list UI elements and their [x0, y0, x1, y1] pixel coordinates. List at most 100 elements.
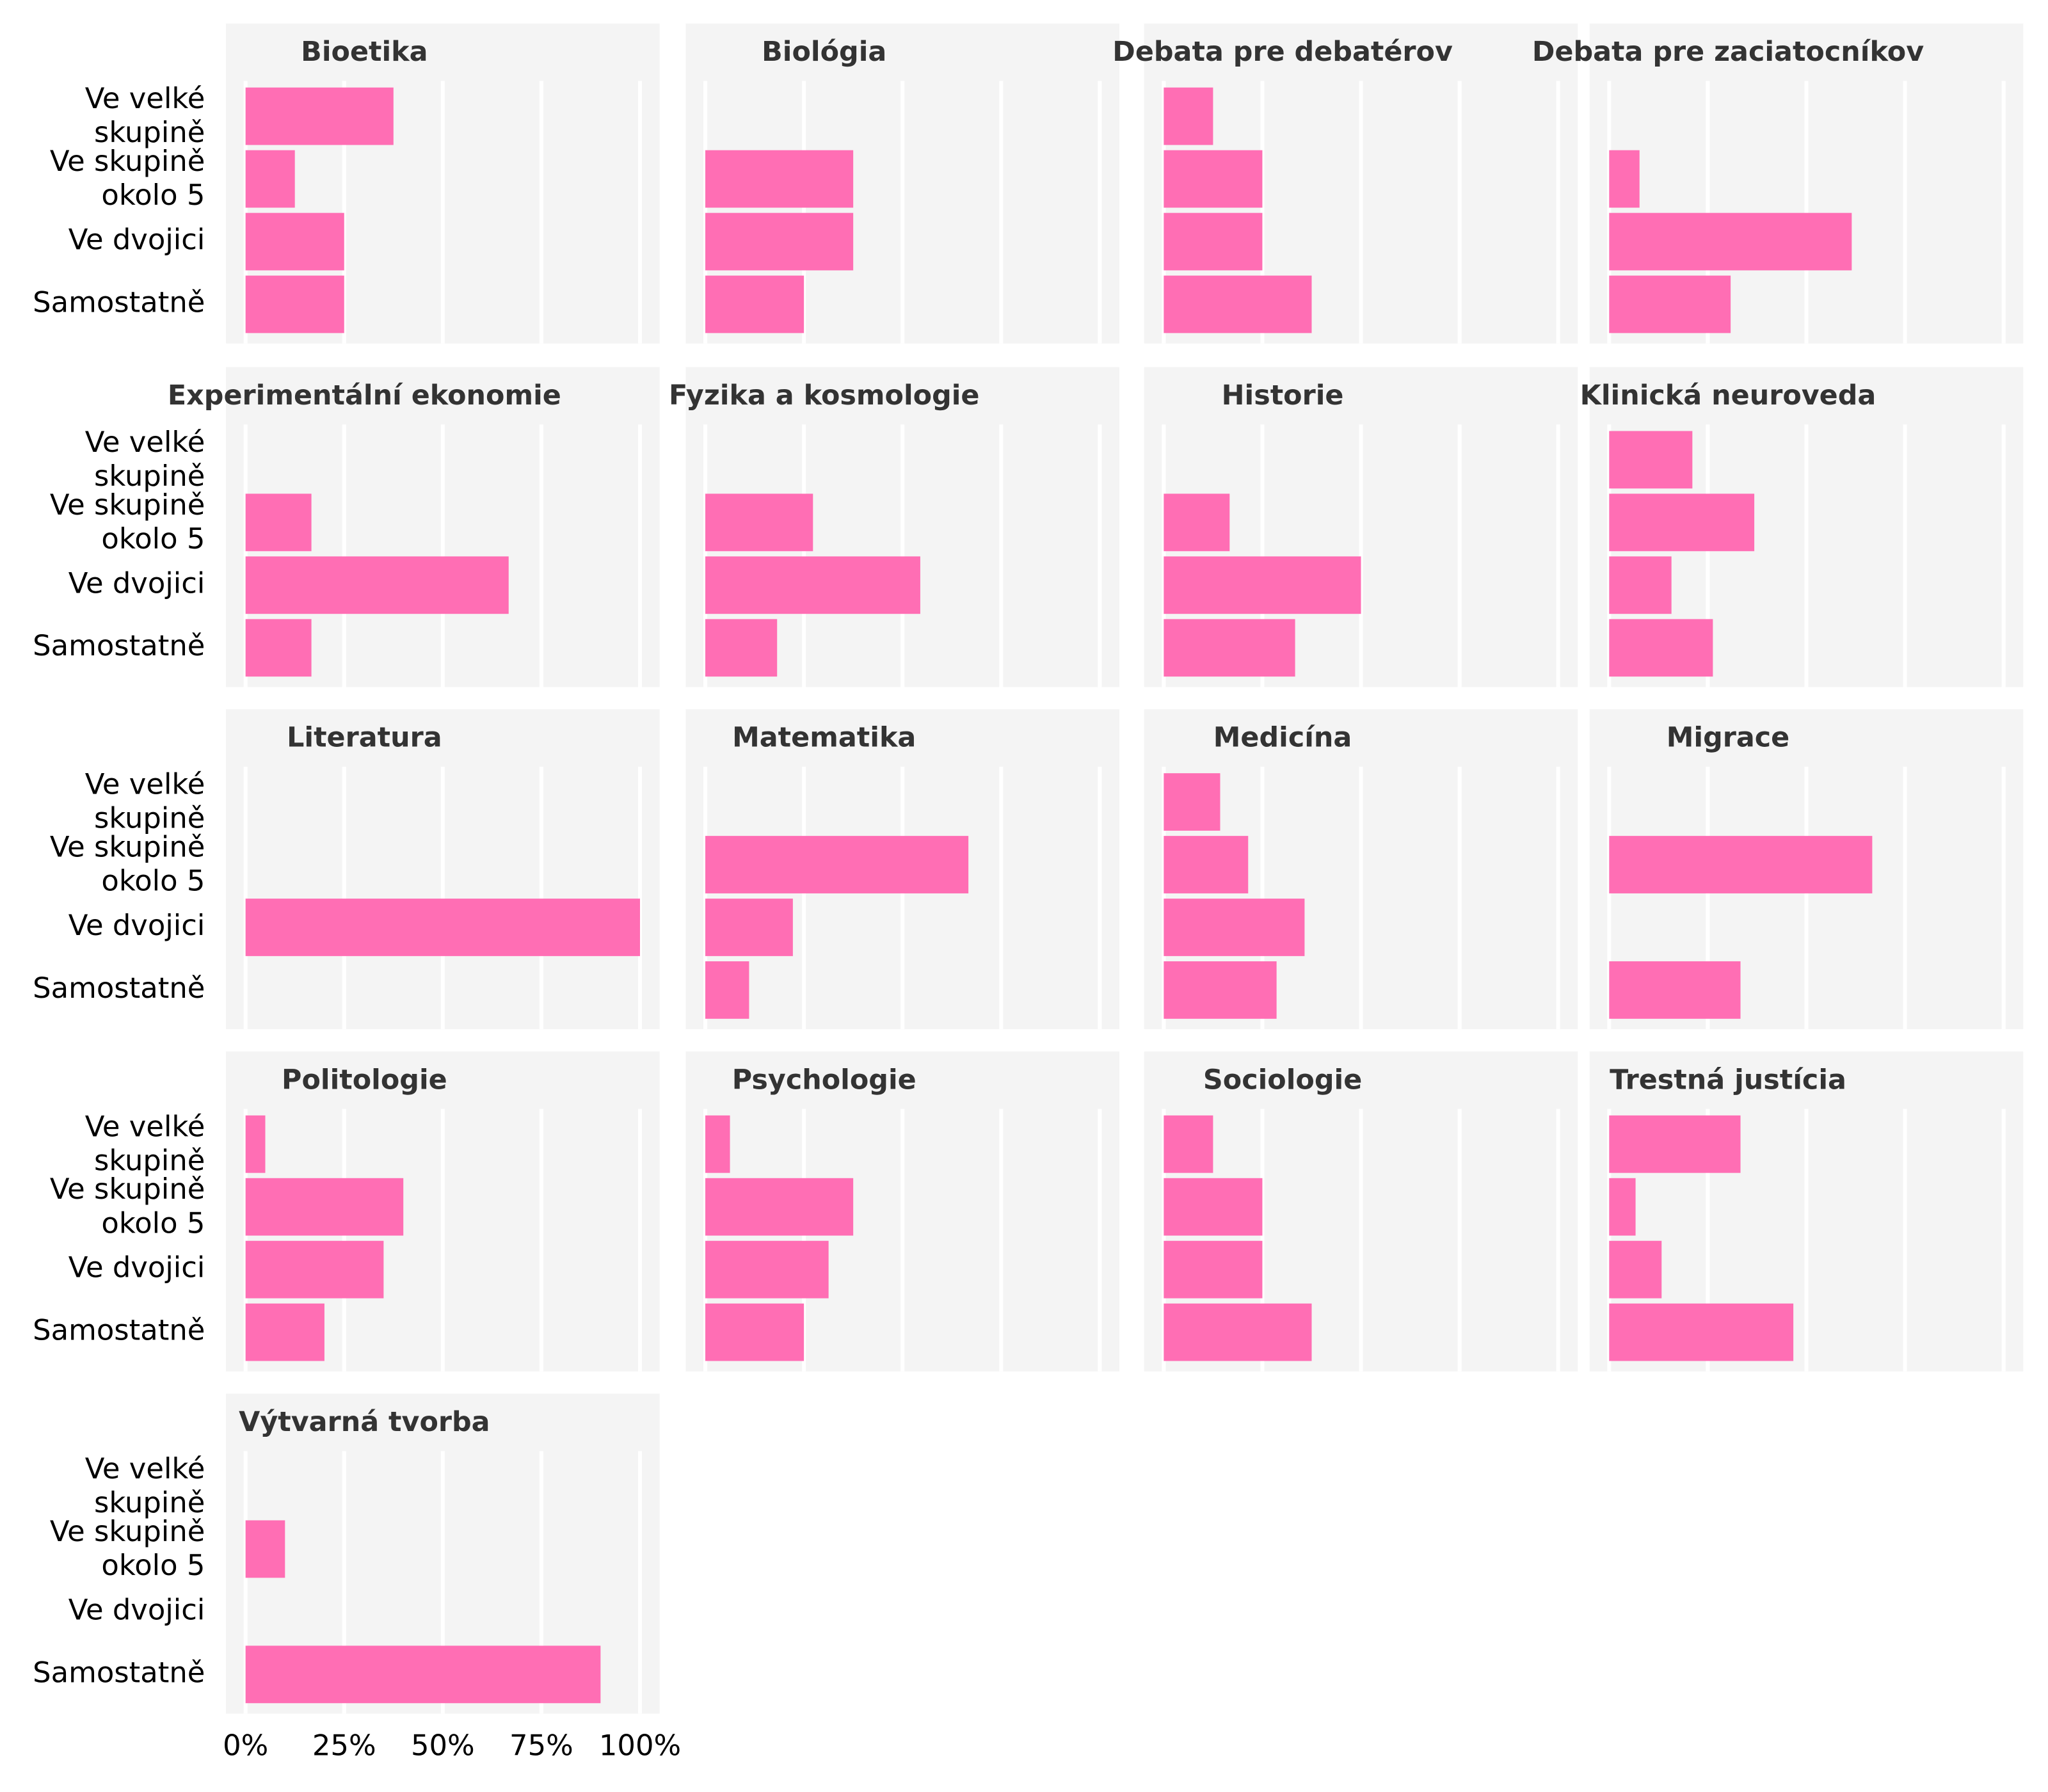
bar: [1609, 1240, 1662, 1299]
y-tick-label: Samostatně: [33, 1313, 205, 1347]
bar: [1164, 87, 1213, 145]
panel-title: Literatura: [287, 722, 442, 754]
bar: [245, 556, 509, 614]
y-tick-label-line: okolo 5: [101, 522, 205, 556]
y-tick-label-line: Ve skupině: [50, 1514, 205, 1548]
y-tick-label-line: skupině: [94, 1143, 205, 1177]
bar: [1164, 961, 1277, 1019]
y-tick-label-line: skupině: [94, 1485, 205, 1519]
bar: [705, 619, 778, 677]
panel-title: Sociologie: [1203, 1064, 1362, 1096]
panel-title: Psychologie: [732, 1064, 916, 1096]
panel-title: Migrace: [1667, 722, 1789, 754]
y-tick-label-line: okolo 5: [101, 178, 205, 212]
y-tick-label-line: Ve skupině: [50, 144, 205, 178]
y-tick-label: Ve velké skupině: [85, 425, 205, 493]
bar: [1609, 619, 1713, 677]
bar: [705, 212, 854, 271]
y-tick-label: Ve dvojici: [68, 1251, 205, 1284]
panel-title: Debata pre zaciatocníkov: [1532, 36, 1924, 68]
y-tick-label: Ve dvojici: [68, 1592, 205, 1626]
y-tick-label: Ve skupině okolo 5: [50, 830, 205, 898]
bar: [1164, 556, 1361, 614]
y-tick-label: Samostatně: [33, 971, 205, 1005]
y-tick-label: Ve skupině okolo 5: [50, 488, 205, 556]
bar: [245, 1303, 324, 1361]
y-tick-label-line: skupině: [94, 801, 205, 835]
bar: [1164, 212, 1263, 271]
bar: [1164, 836, 1249, 893]
y-tick-label-line: Ve velké: [85, 425, 205, 459]
y-tick-label: Ve skupině okolo 5: [50, 1514, 205, 1582]
bar: [245, 1645, 601, 1704]
bar: [245, 150, 295, 208]
y-tick-label-line: skupině: [94, 459, 205, 493]
x-tick-label: 75%: [509, 1729, 573, 1763]
bar: [705, 1178, 854, 1236]
panel-title: Fyzika a kosmologie: [669, 380, 980, 412]
y-tick-label-line: okolo 5: [101, 1548, 205, 1582]
y-tick-label-line: skupině: [94, 115, 205, 149]
x-tick-label: 50%: [411, 1729, 475, 1763]
bar: [1164, 1178, 1263, 1236]
y-tick-label-line: Ve velké: [85, 81, 205, 115]
panel-title: Matematika: [732, 722, 916, 754]
bar: [1164, 1240, 1263, 1299]
bar: [1164, 150, 1263, 208]
bar: [1164, 773, 1220, 831]
y-tick-label-line: Ve velké: [85, 1109, 205, 1143]
bar: [1164, 1303, 1312, 1361]
bar: [1164, 275, 1312, 333]
y-tick-label-line: okolo 5: [101, 864, 205, 898]
bar: [705, 1115, 730, 1173]
bar: [1164, 493, 1230, 552]
bar: [1164, 899, 1305, 956]
panel-title: Klinická neuroveda: [1580, 380, 1876, 412]
bar: [245, 1115, 266, 1173]
bar: [245, 493, 312, 552]
y-tick-label: Ve skupině okolo 5: [50, 144, 205, 212]
x-tick-label: 100%: [599, 1729, 681, 1763]
bar: [1609, 836, 1873, 893]
y-tick-label-line: Ve velké: [85, 767, 205, 801]
bar: [245, 1178, 404, 1236]
y-tick-label-line: Ve velké: [85, 1452, 205, 1485]
y-tick-label: Ve velké skupině: [85, 1109, 205, 1177]
panel-title: Medicína: [1213, 722, 1352, 754]
bar: [245, 899, 640, 956]
panel-title: Bioetika: [301, 36, 428, 68]
bar: [705, 556, 920, 614]
panel-title: Výtvarná tvorba: [239, 1406, 490, 1438]
bar: [1609, 1178, 1636, 1236]
panel-title: Biológia: [762, 36, 886, 68]
bar: [705, 1240, 829, 1299]
bar: [1609, 1115, 1741, 1173]
y-tick-label: Samostatně: [33, 628, 205, 662]
bar: [705, 899, 793, 956]
panel-title: Trestná justícia: [1610, 1064, 1846, 1096]
bar: [705, 1303, 804, 1361]
x-tick-label: 25%: [312, 1729, 376, 1763]
y-tick-label-line: Ve skupině: [50, 488, 205, 522]
y-tick-label: Ve velké skupině: [85, 1452, 205, 1519]
bar: [1609, 961, 1741, 1019]
bar: [1609, 275, 1731, 333]
y-tick-label-line: Ve skupině: [50, 1172, 205, 1206]
y-tick-label: Ve dvojici: [68, 566, 205, 600]
bar: [1609, 1303, 1794, 1361]
x-tick-label: 0%: [223, 1729, 268, 1763]
y-tick-label: Ve velké skupině: [85, 81, 205, 149]
bar: [705, 836, 969, 893]
bar: [1609, 556, 1672, 614]
panel-title: Debata pre debatérov: [1112, 36, 1453, 68]
y-tick-label: Ve skupině okolo 5: [50, 1172, 205, 1240]
bar: [705, 150, 854, 208]
bar: [1164, 619, 1295, 677]
panel-title: Experimentální ekonomie: [168, 380, 561, 412]
bar: [1609, 212, 1852, 271]
y-tick-label: Samostatně: [33, 285, 205, 319]
y-tick-label: Samostatně: [33, 1655, 205, 1689]
bar: [1164, 1115, 1213, 1173]
